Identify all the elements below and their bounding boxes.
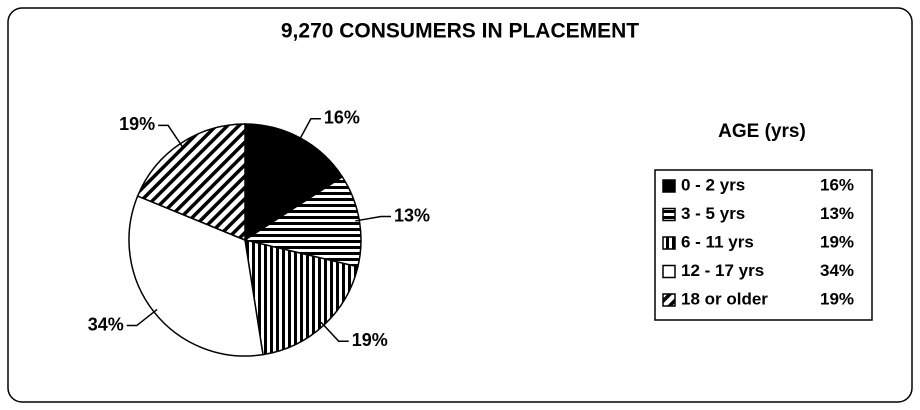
leader-line <box>297 117 321 142</box>
data-label: 34% <box>88 314 124 334</box>
legend-label: 3 - 5 yrs <box>681 204 745 223</box>
legend-swatch <box>662 293 676 307</box>
leader-line <box>126 308 158 327</box>
legend-value: 13% <box>820 204 854 223</box>
legend-value: 34% <box>820 261 854 280</box>
data-label: 16% <box>324 107 360 127</box>
leader-line <box>158 124 184 148</box>
legend-swatch <box>662 207 676 222</box>
legend-label: 0 - 2 yrs <box>681 175 745 194</box>
leader-line <box>320 321 349 343</box>
data-label: 13% <box>394 205 430 225</box>
legend-value: 19% <box>820 232 854 251</box>
legend-value: 16% <box>820 175 854 194</box>
leader-line <box>355 215 391 222</box>
legend-label: 6 - 11 yrs <box>681 232 754 251</box>
legend-swatch <box>662 264 676 279</box>
legend-swatch <box>662 236 676 250</box>
legend-label: 18 or older <box>681 289 768 308</box>
data-label: 19% <box>119 114 155 134</box>
legend-swatch <box>662 179 676 193</box>
legend-value: 19% <box>820 289 854 308</box>
legend-box <box>654 169 873 321</box>
data-label: 19% <box>352 330 388 350</box>
legend-title: AGE (yrs) <box>718 121 806 142</box>
chart-title: 9,270 CONSUMERS IN PLACEMENT <box>281 20 639 43</box>
legend-label: 12 - 17 yrs <box>681 261 764 280</box>
